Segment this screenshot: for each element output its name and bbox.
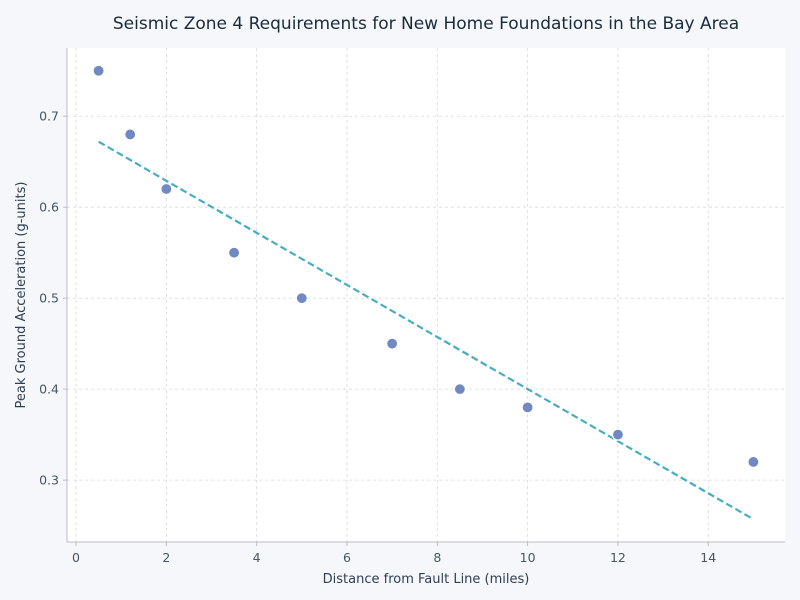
x-tick-label: 12 <box>610 550 626 565</box>
data-point <box>92 64 105 77</box>
y-tick-label: 0.5 <box>39 291 59 306</box>
data-point <box>611 428 625 441</box>
x-axis-title: Distance from Fault Line (miles) <box>323 572 530 587</box>
data-point <box>295 292 308 305</box>
x-tick-label: 4 <box>253 550 261 565</box>
y-tick-label: 0.4 <box>39 382 59 397</box>
data-points <box>92 64 760 469</box>
x-tick-label: 6 <box>343 550 351 565</box>
y-tick-label: 0.3 <box>39 473 59 488</box>
y-tick-label: 0.7 <box>39 109 59 124</box>
x-tick-label: 0 <box>72 550 80 565</box>
grid <box>67 48 785 542</box>
plot-area <box>67 48 785 542</box>
data-point <box>160 182 173 196</box>
data-point <box>227 246 241 259</box>
x-tick-label: 14 <box>700 550 716 565</box>
x-tick-label: 10 <box>520 550 536 565</box>
chart-title: Seismic Zone 4 Requirements for New Home… <box>113 14 739 34</box>
data-point <box>124 128 137 141</box>
data-point <box>521 401 534 414</box>
data-point <box>747 455 760 469</box>
y-axis-title: Peak Ground Acceleration (g-units) <box>14 182 29 409</box>
y-tick-label: 0.6 <box>39 200 59 215</box>
tick-labels: 0 2 4 6 8 10 12 14 0.3 0.4 0.5 0.6 0.7 <box>39 109 716 565</box>
axes <box>66 48 785 543</box>
data-point <box>386 337 399 350</box>
data-point <box>453 383 466 396</box>
x-tick-label: 2 <box>162 550 170 565</box>
x-tick-label: 8 <box>433 550 441 565</box>
